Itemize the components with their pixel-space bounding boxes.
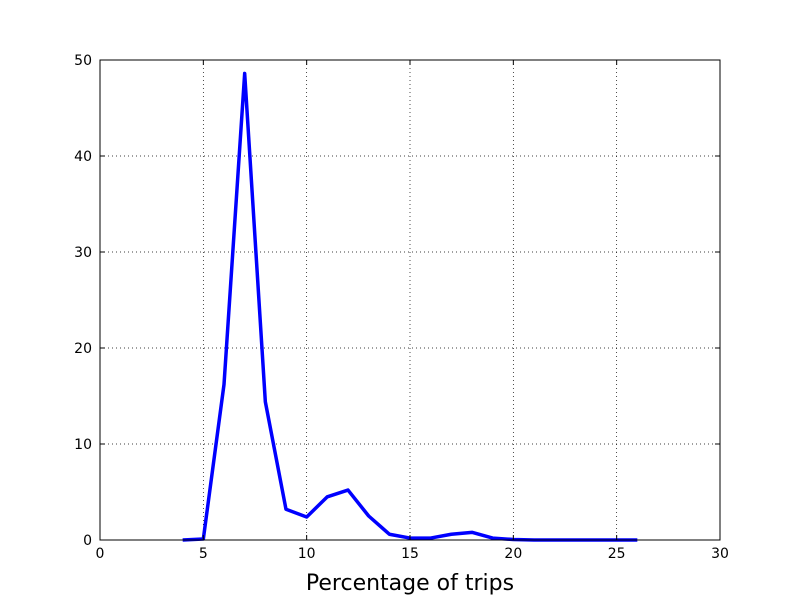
x-tick-label-6: 30 — [711, 546, 729, 562]
y-tick-label-3: 30 — [74, 245, 92, 261]
x-tick-label-1: 5 — [199, 546, 208, 562]
grid — [99, 59, 721, 541]
x-tick-label-4: 20 — [504, 546, 522, 562]
y-tick-label-1: 10 — [74, 437, 92, 453]
series-layer — [182, 71, 638, 542]
x-tick-label-3: 15 — [401, 546, 419, 562]
series-line-0 — [182, 71, 638, 542]
x-tick-label-2: 10 — [298, 546, 316, 562]
x-tick-label-0: 0 — [96, 546, 105, 562]
y-tick-label-0: 0 — [83, 533, 92, 549]
ticks: 0 5 10 15 20 25 30 0 10 20 30 40 50 — [74, 53, 729, 562]
x-axis-title: Percentage of trips — [306, 571, 514, 596]
y-tick-label-5: 50 — [74, 53, 92, 69]
y-tick-label-2: 20 — [74, 341, 92, 357]
y-tick-label-4: 40 — [74, 149, 92, 165]
x-tick-label-5: 25 — [608, 546, 626, 562]
